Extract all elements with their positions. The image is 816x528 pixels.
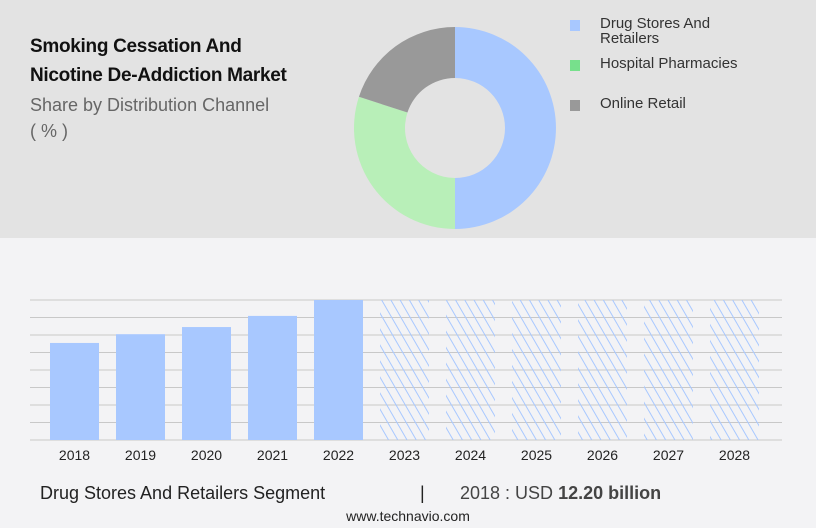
segment-label: Drug Stores And Retailers Segment	[40, 483, 326, 503]
legend: Drug Stores And Retailers Hospital Pharm…	[570, 16, 810, 126]
title-line-2: Nicotine De-Addiction Market	[30, 65, 287, 86]
x-tick-label: 2026	[587, 447, 618, 463]
forecast-bar-2027	[644, 300, 693, 440]
forecast-bar-2024	[446, 300, 495, 440]
unit: ( % )	[30, 121, 68, 141]
donut-slice	[353, 96, 455, 230]
chart-title: Smoking Cessation And Nicotine De-Addicti…	[30, 32, 287, 90]
legend-item: Online Retail	[570, 96, 800, 128]
subtitle: Share by Distribution Channel	[30, 95, 270, 115]
x-tick-label: 2027	[653, 447, 684, 463]
year-label: 2018 : USD	[460, 483, 559, 503]
bar-2019	[116, 334, 165, 440]
x-tick-label: 2024	[455, 447, 486, 463]
legend-label: Drug Stores And Retailers	[600, 15, 711, 47]
x-tick-label: 2028	[719, 447, 750, 463]
separator: |	[420, 483, 425, 503]
x-tick-label: 2018	[59, 447, 90, 463]
title-line-1: Smoking Cessation And	[30, 36, 242, 57]
legend-swatch	[570, 100, 580, 111]
segment-value: 12.20 billion	[558, 483, 662, 503]
source-url: www.technavio.com	[346, 508, 470, 524]
legend-item: Drug Stores And Retailers	[570, 16, 800, 48]
donut-chart	[353, 27, 556, 230]
legend-label: Hospital Pharmacies	[600, 55, 738, 72]
x-tick-label: 2019	[125, 447, 156, 463]
forecast-bar-2026	[578, 300, 627, 440]
forecast-bar-2023	[380, 300, 429, 440]
bar-2018	[50, 342, 99, 440]
bar-2021	[248, 315, 297, 440]
segment-value-line: 2018 : USD 12.20 billion	[460, 483, 661, 504]
forecast-bar-2025	[512, 300, 561, 440]
x-tick-label: 2022	[323, 447, 354, 463]
chart-subtitle: Share by Distribution Channel ( % )	[30, 92, 269, 144]
legend-swatch	[570, 20, 580, 31]
donut-slice	[455, 27, 556, 229]
legend-item: Hospital Pharmacies	[570, 56, 800, 88]
x-tick-label: 2023	[389, 447, 420, 463]
bar-chart: 2018 2019 2020 2021 2022 2023 2024 2025 2026 2027…	[30, 299, 782, 463]
x-tick-label: 2021	[257, 447, 288, 463]
legend-label: Online Retail	[600, 95, 686, 112]
bar-2020	[182, 327, 231, 440]
forecast-bar-2028	[710, 300, 759, 440]
x-tick-label: 2020	[191, 447, 222, 463]
legend-swatch	[570, 60, 580, 71]
bar-2022	[314, 300, 363, 440]
donut-slice	[358, 27, 455, 113]
x-tick-label: 2025	[521, 447, 552, 463]
